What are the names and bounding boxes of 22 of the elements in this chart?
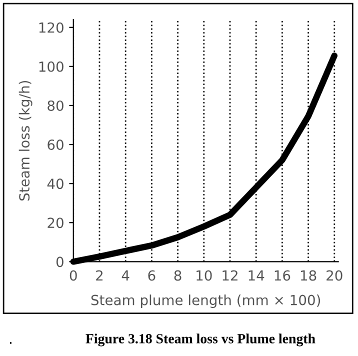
y-tick-label: 120 bbox=[39, 22, 64, 33]
y-tick-label: 20 bbox=[48, 218, 64, 228]
x-axis-title: Steam plume length (mm × 100) bbox=[91, 294, 320, 308]
y-tick-label: 80 bbox=[48, 100, 64, 111]
y-tick-label: 100 bbox=[39, 61, 64, 72]
x-tick-label: 2 bbox=[96, 270, 103, 281]
x-tick-label: 16 bbox=[274, 270, 290, 281]
x-tick-label: 14 bbox=[248, 270, 264, 281]
caption: Figure 3.18 Steam loss vs Plume length bbox=[86, 334, 316, 346]
x-tick-label: 20 bbox=[326, 270, 342, 281]
x-tick-label: 4 bbox=[122, 270, 130, 281]
y-axis-title: Steam loss (kg/h) bbox=[18, 80, 32, 201]
text: . bbox=[10, 342, 12, 344]
x-tick-label: 6 bbox=[148, 270, 156, 281]
x-tick-label: 0 bbox=[70, 270, 77, 281]
x-tick-label: 12 bbox=[222, 270, 238, 281]
y-tick-label: 60 bbox=[48, 139, 64, 150]
y-tick-label: 40 bbox=[47, 178, 64, 190]
x-tick-label: 10 bbox=[196, 270, 212, 281]
x-tick-label: 18 bbox=[300, 270, 316, 281]
x-tick-label: 8 bbox=[174, 270, 182, 281]
y-tick-label: 0 bbox=[56, 256, 64, 268]
